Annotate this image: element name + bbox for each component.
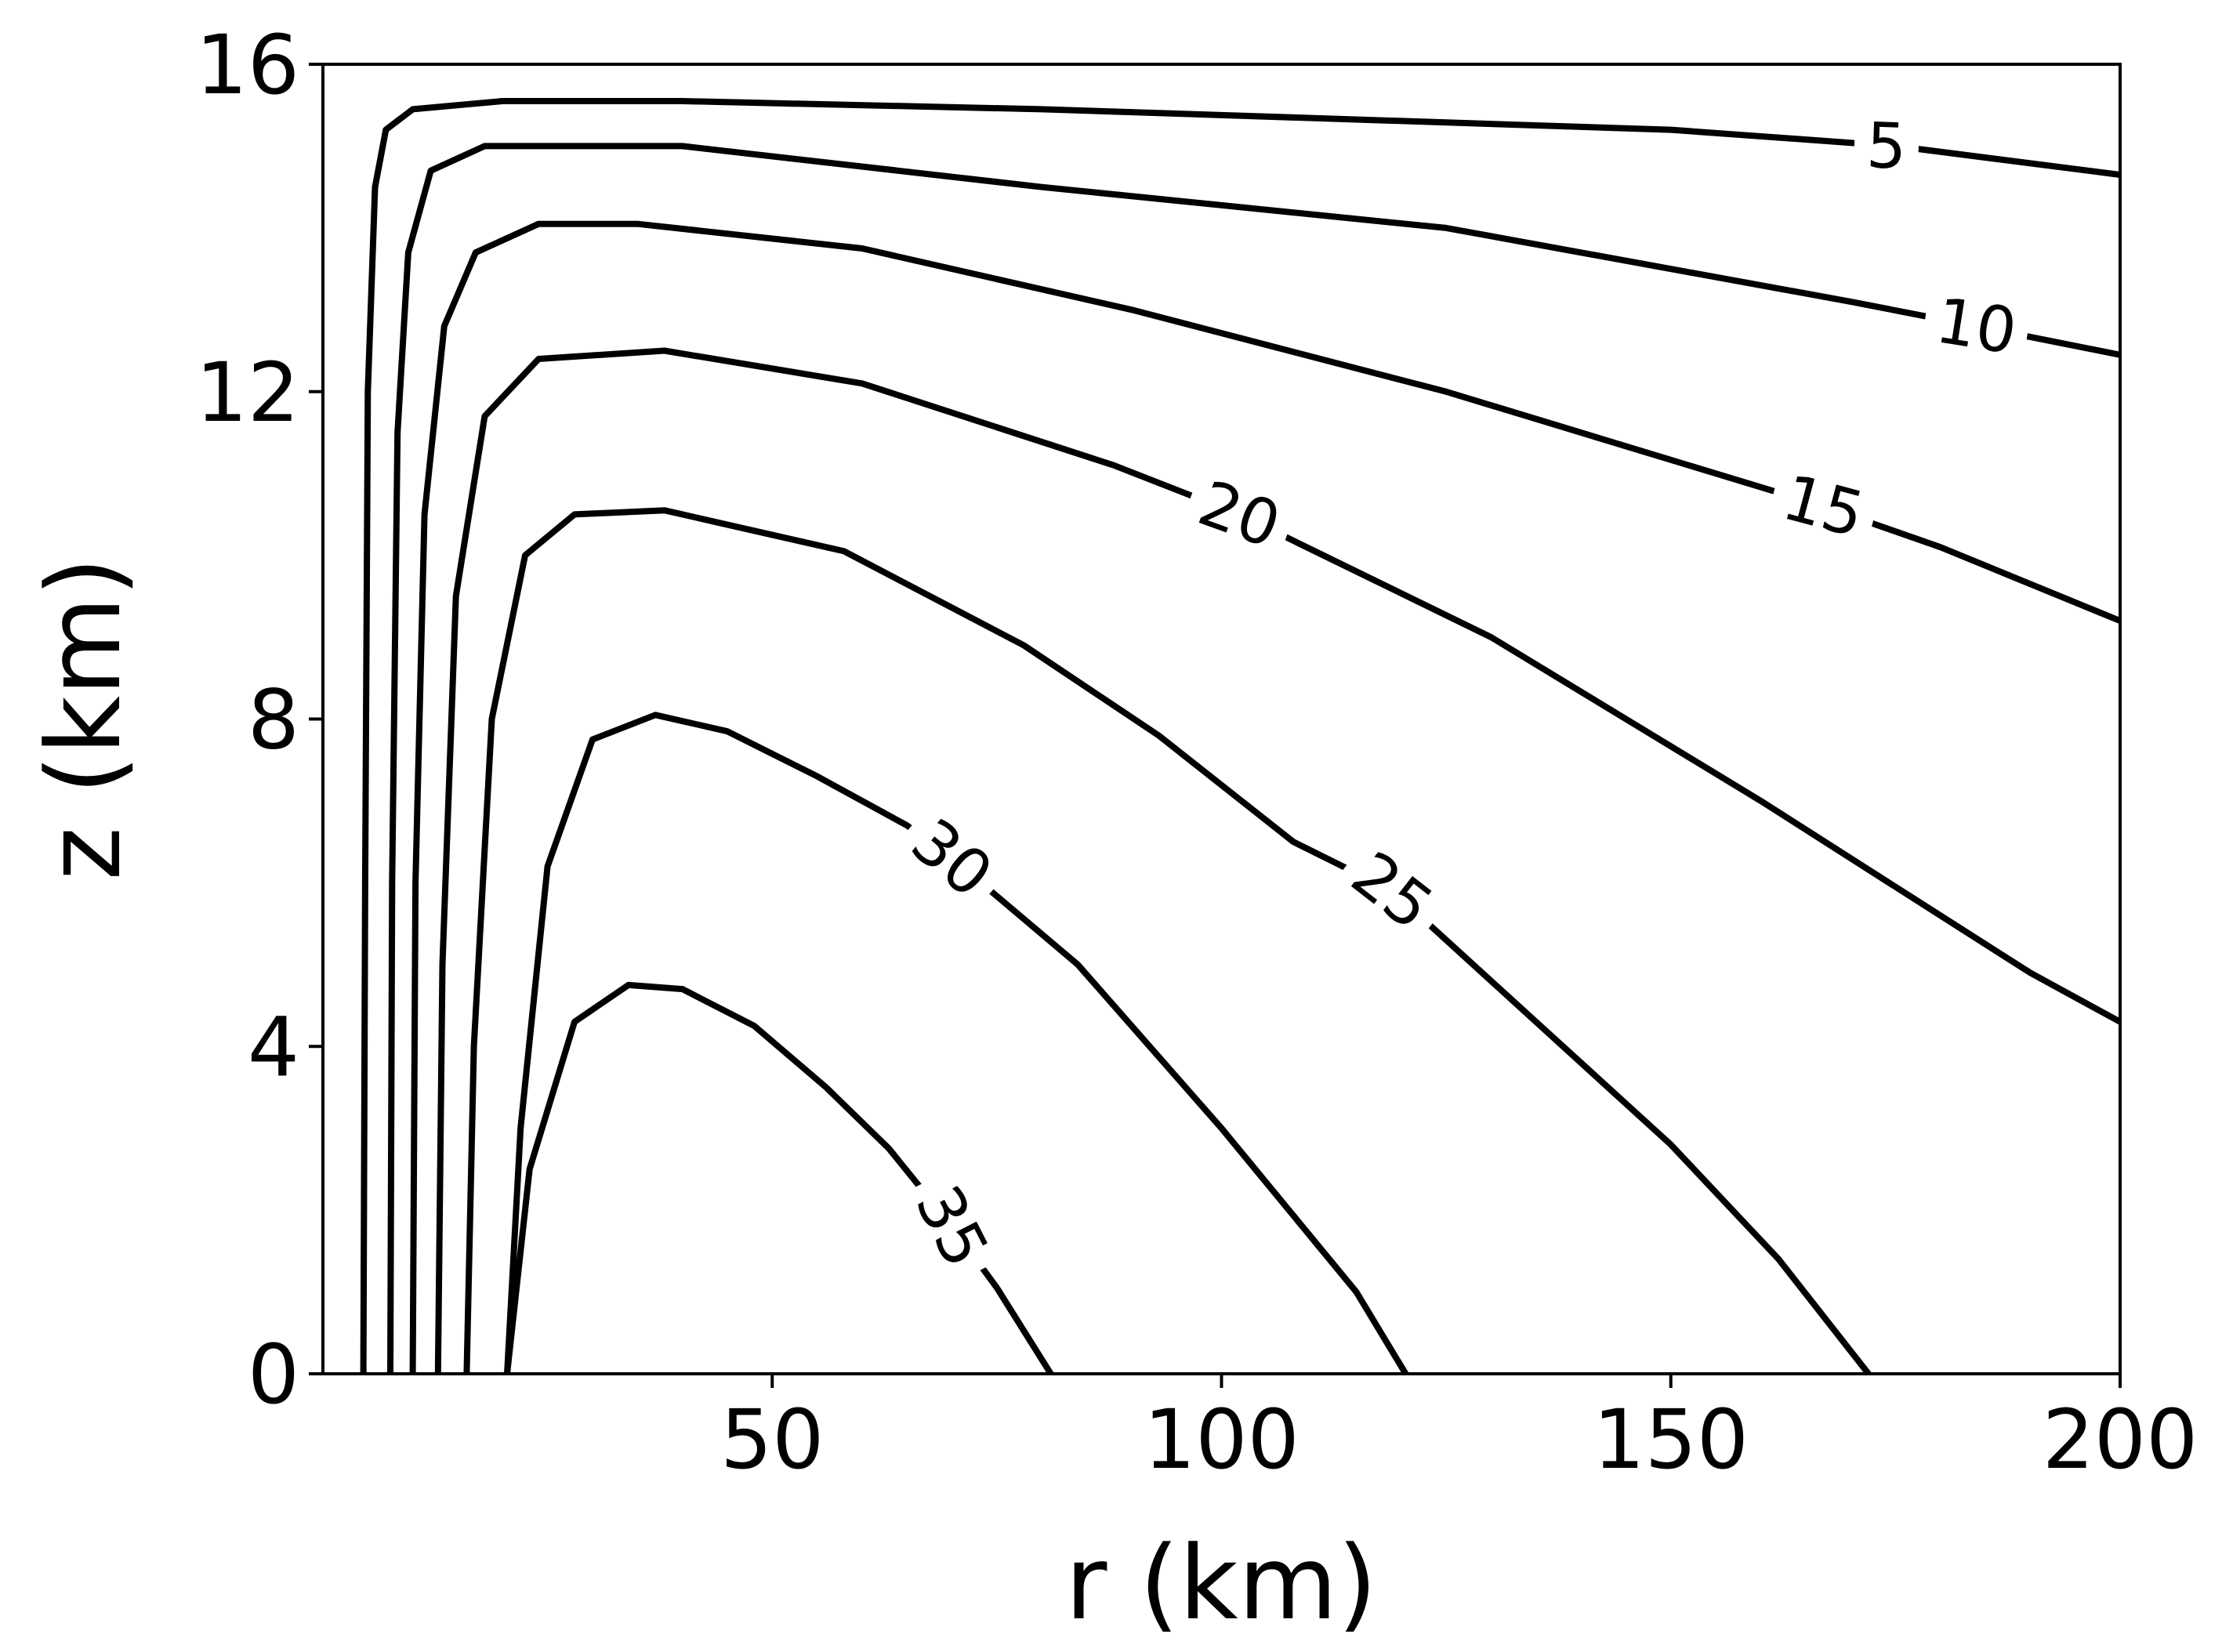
contour-line-25 bbox=[463, 507, 1872, 1376]
y-tick-label: 16 bbox=[196, 17, 299, 113]
contour-line-5 bbox=[360, 98, 2121, 1375]
x-tick-label: 200 bbox=[2043, 1392, 2198, 1487]
contour-line-10 bbox=[387, 143, 2121, 1375]
contour-line-15 bbox=[409, 220, 2122, 1375]
contour-line-30 bbox=[504, 712, 1408, 1376]
x-axis-ticks: 50 100 150 200 bbox=[720, 1374, 2198, 1487]
contour-label-5: 5 bbox=[1865, 109, 1908, 183]
contour-label-35: 35 bbox=[901, 1175, 1002, 1279]
contour-lines bbox=[360, 98, 2122, 1376]
y-tick-label: 12 bbox=[196, 345, 299, 440]
x-tick-label: 100 bbox=[1144, 1392, 1299, 1487]
x-tick-label: 150 bbox=[1593, 1392, 1749, 1487]
contour-label-30: 30 bbox=[898, 805, 1006, 912]
x-axis-label: r (km) bbox=[1065, 1523, 1377, 1643]
contour-label-10: 10 bbox=[1931, 284, 2021, 368]
y-axis-label: z (km) bbox=[24, 557, 143, 881]
x-tick-label: 50 bbox=[720, 1392, 824, 1487]
contour-line-20 bbox=[434, 347, 2122, 1375]
y-tick-label: 0 bbox=[248, 1327, 299, 1422]
y-axis-ticks: 0 4 8 12 16 bbox=[196, 17, 323, 1422]
contour-label-20: 20 bbox=[1190, 466, 1289, 562]
plot-frame bbox=[321, 63, 2122, 1375]
contour-line-35 bbox=[504, 981, 1054, 1376]
y-tick-label: 4 bbox=[248, 999, 299, 1095]
y-tick-label: 8 bbox=[248, 672, 299, 768]
contour-label-15: 15 bbox=[1775, 461, 1871, 552]
